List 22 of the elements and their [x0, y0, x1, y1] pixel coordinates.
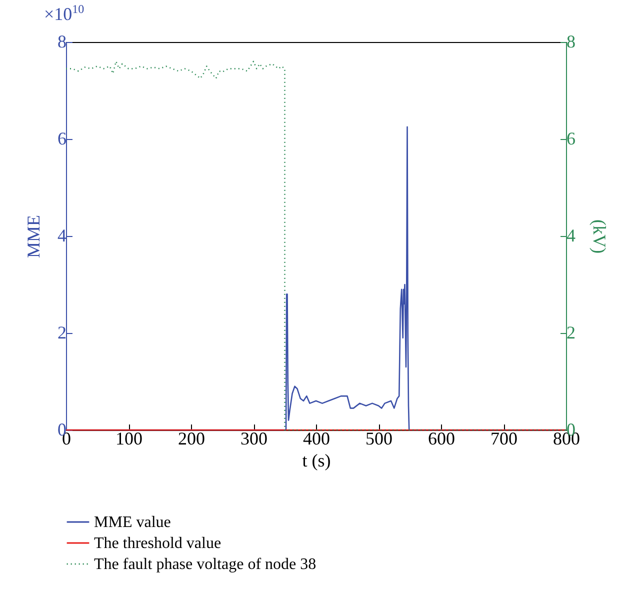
x-tick-label: 300	[240, 428, 268, 448]
y-axis-title: MME	[24, 214, 44, 258]
text: ×10$^{10}$	[44, 2, 84, 25]
x-tick-label: 500	[366, 428, 392, 448]
legend-label: The threshold value	[94, 535, 222, 552]
y2-tick-label: 2	[566, 322, 576, 342]
y2-tick-label: 4	[566, 226, 576, 246]
x-tick-label: 700	[490, 428, 518, 448]
x-tick-label: 600	[428, 428, 455, 448]
legend-label: The fault phase voltage of node 38	[94, 556, 316, 573]
y-tick-label: 6	[58, 128, 66, 148]
y-tick-label: 8	[58, 32, 66, 52]
y-tick-label: 4	[58, 226, 66, 246]
x-tick-label: 200	[178, 428, 205, 448]
x-axis-title: t (s)	[302, 450, 331, 470]
legend-label: MME value	[94, 514, 171, 531]
x-tick-label: 100	[116, 428, 142, 448]
y2-axis-title: (kV)	[590, 220, 610, 254]
x-tick-label: 400	[303, 428, 330, 448]
y-tick-label: 2	[58, 322, 66, 342]
y2-tick-label: 8	[566, 32, 576, 52]
y2-tick-label: 6	[566, 128, 576, 148]
